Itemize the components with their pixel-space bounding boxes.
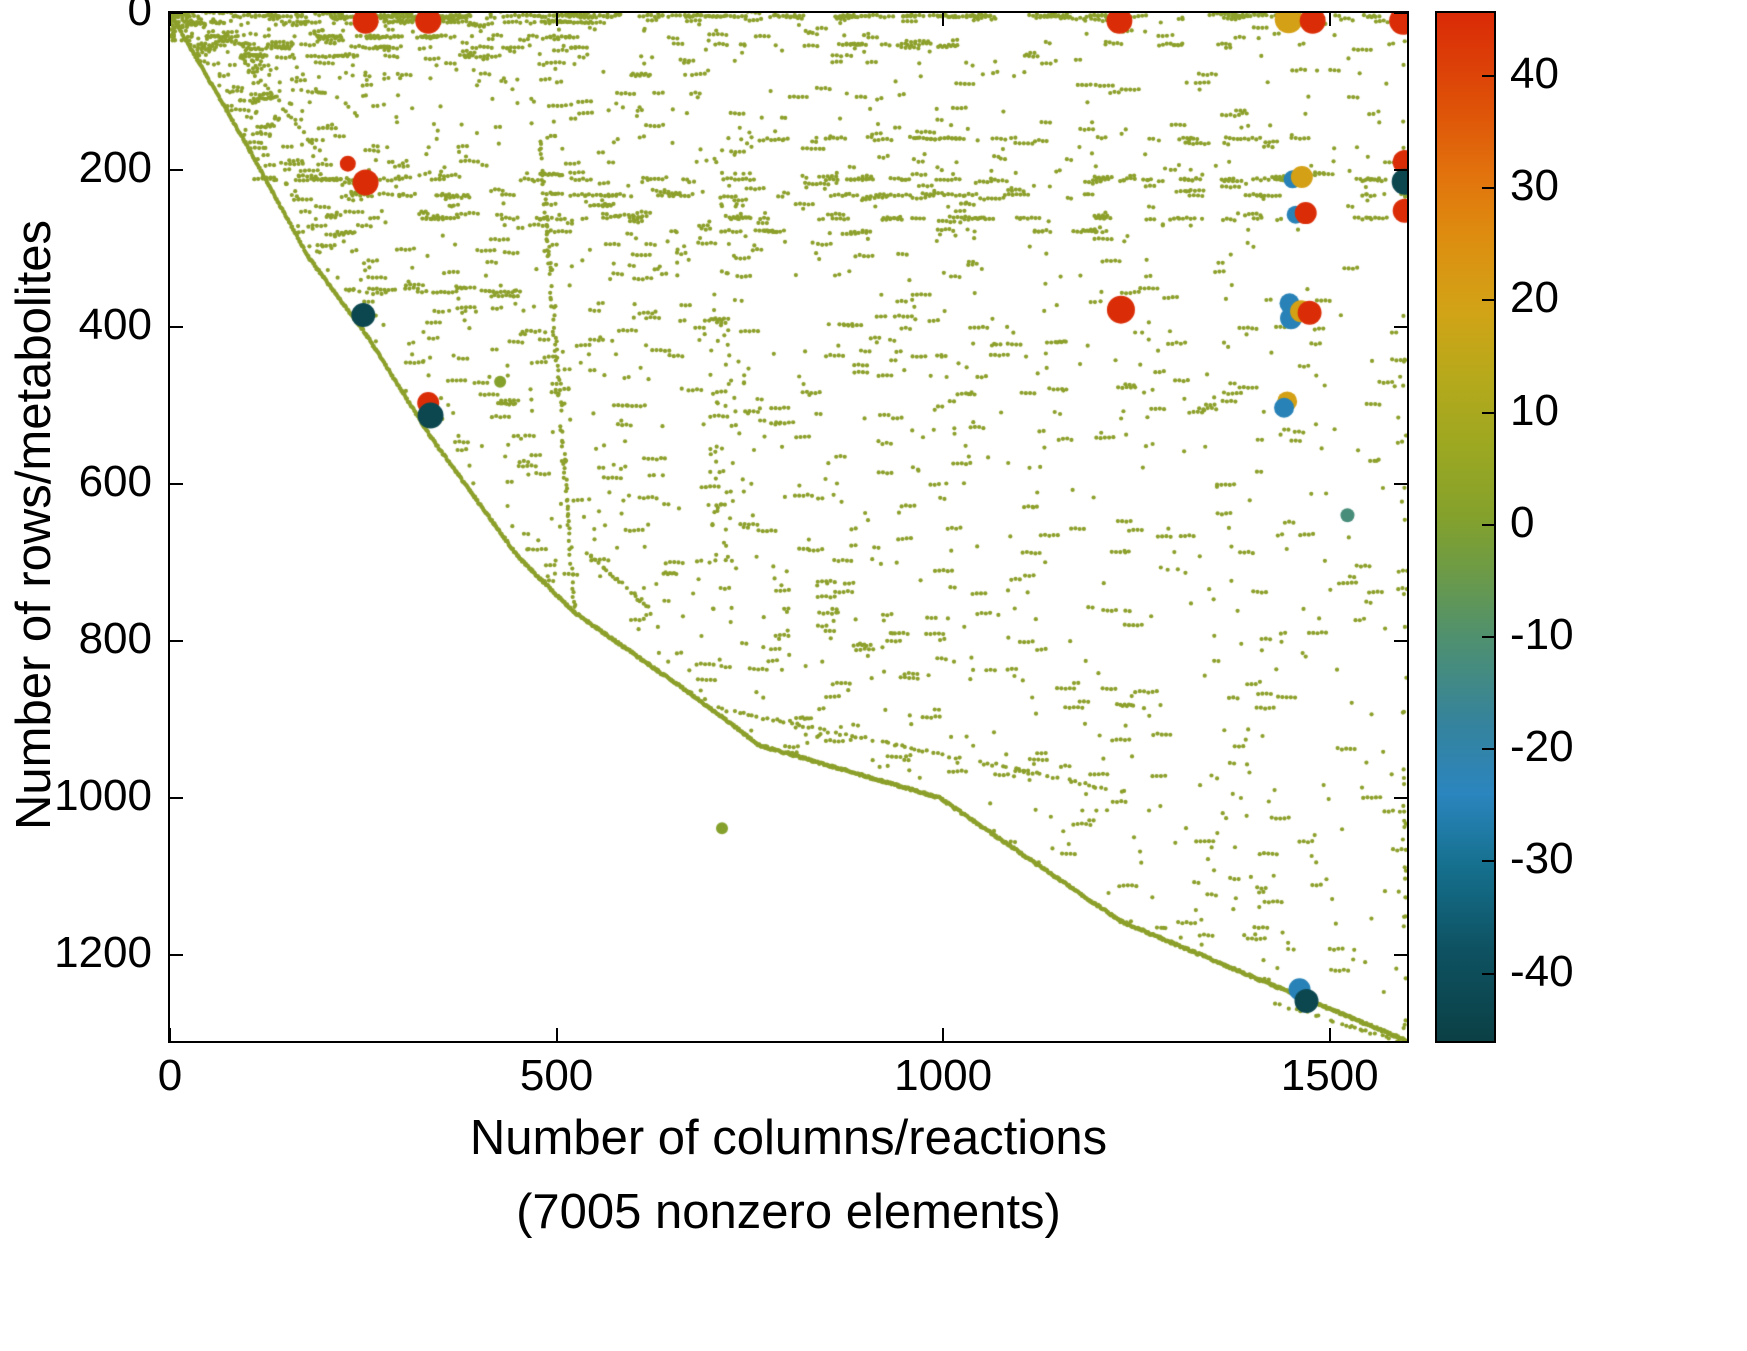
y-tick-mark (1394, 482, 1407, 485)
colorbar-gradient (1437, 13, 1494, 1041)
y-tick-label: 400 (78, 299, 152, 349)
colorbar-tick-mark (1482, 74, 1494, 77)
colorbar-tick-label: 20 (1510, 273, 1559, 323)
colorbar-tick-mark (1482, 860, 1494, 863)
x-tick-label: 0 (157, 1051, 183, 1100)
x-tick-label: 1500 (1280, 1051, 1379, 1100)
colorbar-tick-label: -10 (1510, 609, 1574, 659)
spy-canvas (170, 13, 1407, 1041)
x-tick-mark (169, 13, 171, 26)
colorbar-tick-mark (1482, 411, 1494, 414)
y-tick-label: 800 (78, 613, 152, 663)
y-tick-mark (170, 953, 183, 956)
y-tick-mark (1394, 796, 1407, 799)
y-tick-mark (170, 325, 183, 328)
x-axis-label-line2: (7005 nonzero elements) (516, 1184, 1061, 1239)
y-tick-label: 1000 (54, 770, 152, 820)
y-tick-label: 200 (78, 142, 152, 192)
x-axis-label: Number of columns/reactions (7005 nonzer… (168, 1102, 1409, 1249)
colorbar-tick-label: 40 (1510, 48, 1559, 98)
colorbar-tick-mark (1482, 972, 1494, 975)
x-tick-mark (169, 1028, 171, 1041)
y-tick-label: 0 (127, 0, 152, 35)
y-tick-label: 600 (78, 456, 152, 506)
y-tick-label: 1200 (54, 927, 152, 977)
colorbar-tick-label: -30 (1510, 834, 1574, 884)
y-tick-mark (170, 639, 183, 642)
colorbar-tick-mark (1482, 635, 1494, 638)
colorbar-tick-mark (1482, 187, 1494, 190)
colorbar (1435, 11, 1496, 1043)
x-tick-label: 500 (519, 1051, 594, 1100)
colorbar-tick-label: 0 (1510, 497, 1535, 547)
y-tick-mark (1394, 639, 1407, 642)
colorbar-tick-label: 10 (1510, 385, 1559, 435)
y-tick-mark (170, 12, 183, 14)
x-tick-mark (555, 13, 558, 26)
x-tick-mark (942, 13, 945, 26)
x-tick-mark (555, 1028, 558, 1041)
y-tick-mark (1394, 12, 1407, 14)
colorbar-tick-mark (1482, 748, 1494, 751)
y-tick-mark (170, 482, 183, 485)
y-tick-mark (1394, 325, 1407, 328)
colorbar-tick-label: -20 (1510, 722, 1574, 772)
x-tick-mark (942, 1028, 945, 1041)
y-tick-mark (1394, 168, 1407, 171)
colorbar-tick-label: 30 (1510, 161, 1559, 211)
x-axis-label-line1: Number of columns/reactions (469, 1111, 1108, 1165)
colorbar-tick-mark (1482, 523, 1494, 526)
plot-area (168, 11, 1409, 1043)
x-tick-mark (1328, 1028, 1331, 1041)
y-tick-mark (170, 796, 183, 799)
x-tick-mark (1328, 13, 1331, 26)
colorbar-tick-label: -40 (1510, 946, 1574, 996)
x-tick-label: 1000 (894, 1051, 993, 1100)
colorbar-tick-mark (1482, 299, 1494, 302)
y-tick-mark (1394, 953, 1407, 956)
y-tick-mark (170, 168, 183, 171)
